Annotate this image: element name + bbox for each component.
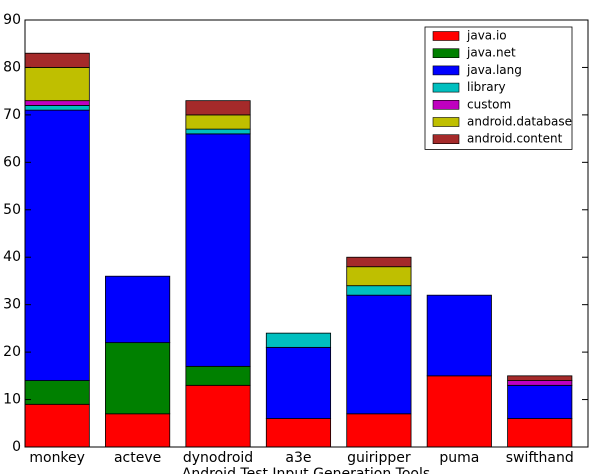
- y-tick-label: 30: [3, 297, 21, 313]
- bar-segment: [185, 128, 251, 135]
- bar-segment: [265, 418, 332, 448]
- legend-label: android.database: [467, 115, 572, 129]
- bar-segment: [24, 105, 90, 111]
- y-tick-label: 40: [3, 249, 21, 265]
- x-tick-label: guiripper: [347, 450, 411, 466]
- y-tick-label: 20: [3, 344, 21, 360]
- bar-segment: [346, 256, 412, 268]
- legend-label: java.net: [466, 46, 516, 60]
- y-tick-label: 70: [3, 107, 21, 123]
- bar-segment: [426, 294, 492, 377]
- bar-segment: [185, 384, 251, 448]
- bar-segment: [346, 285, 412, 296]
- x-tick-label: acteve: [114, 450, 161, 466]
- legend-swatch: [432, 100, 460, 110]
- bar-segment: [507, 375, 573, 381]
- bar-segment: [507, 384, 573, 419]
- bar-segment: [185, 365, 251, 386]
- legend: java.io java.net java.lang library custom and…: [424, 26, 573, 150]
- bar-segment: [105, 342, 171, 415]
- legend-label: custom: [467, 97, 511, 111]
- y-tick-label: 10: [3, 392, 21, 408]
- x-tick-label: dynodroid: [183, 450, 253, 466]
- y-tick-label: 90: [3, 12, 21, 28]
- legend-swatch: [432, 117, 460, 127]
- bar-segment: [24, 67, 90, 102]
- bar-segment: [426, 375, 492, 448]
- bar-segment: [185, 133, 251, 367]
- bar-segment: [24, 109, 90, 381]
- y-tick-label: 80: [3, 59, 21, 75]
- bar-segment: [185, 114, 251, 130]
- bar-segment: [24, 52, 90, 68]
- bar-segment: [346, 294, 412, 415]
- legend-label: android.content: [467, 132, 563, 146]
- bar-segment: [105, 275, 171, 344]
- bar-segment: [507, 380, 573, 386]
- bar-segment: [265, 346, 332, 419]
- bar-segment: [346, 413, 412, 448]
- plot-frame: [24, 19, 589, 448]
- x-tick-label: monkey: [29, 450, 85, 466]
- legend-swatch: [432, 134, 460, 144]
- bar-segment: [24, 380, 90, 405]
- y-tick-label: 60: [3, 154, 21, 170]
- legend-label: library: [467, 80, 506, 94]
- legend-swatch: [432, 65, 460, 76]
- legend-swatch: [432, 31, 460, 41]
- bar-segment: [185, 100, 251, 116]
- x-tick-label: a3e: [285, 450, 311, 466]
- x-tick-label: puma: [439, 450, 479, 466]
- y-tick-label: 50: [3, 202, 21, 218]
- legend-swatch: [432, 82, 460, 93]
- bar-segment: [24, 403, 90, 448]
- bar-segment: [24, 100, 90, 106]
- bar-segment: [105, 413, 171, 448]
- legend-swatch: [432, 48, 460, 59]
- bar-segment: [346, 266, 412, 287]
- x-tick-label: swifthand: [506, 450, 574, 466]
- legend-label: java.lang: [466, 63, 522, 77]
- bar-segment: [265, 332, 332, 348]
- x-axis-label: Android Test Input Generation Tools: [182, 466, 430, 474]
- y-tick-label: 0: [12, 439, 21, 455]
- legend-label: java.io: [466, 29, 507, 43]
- bar-segment: [507, 418, 573, 448]
